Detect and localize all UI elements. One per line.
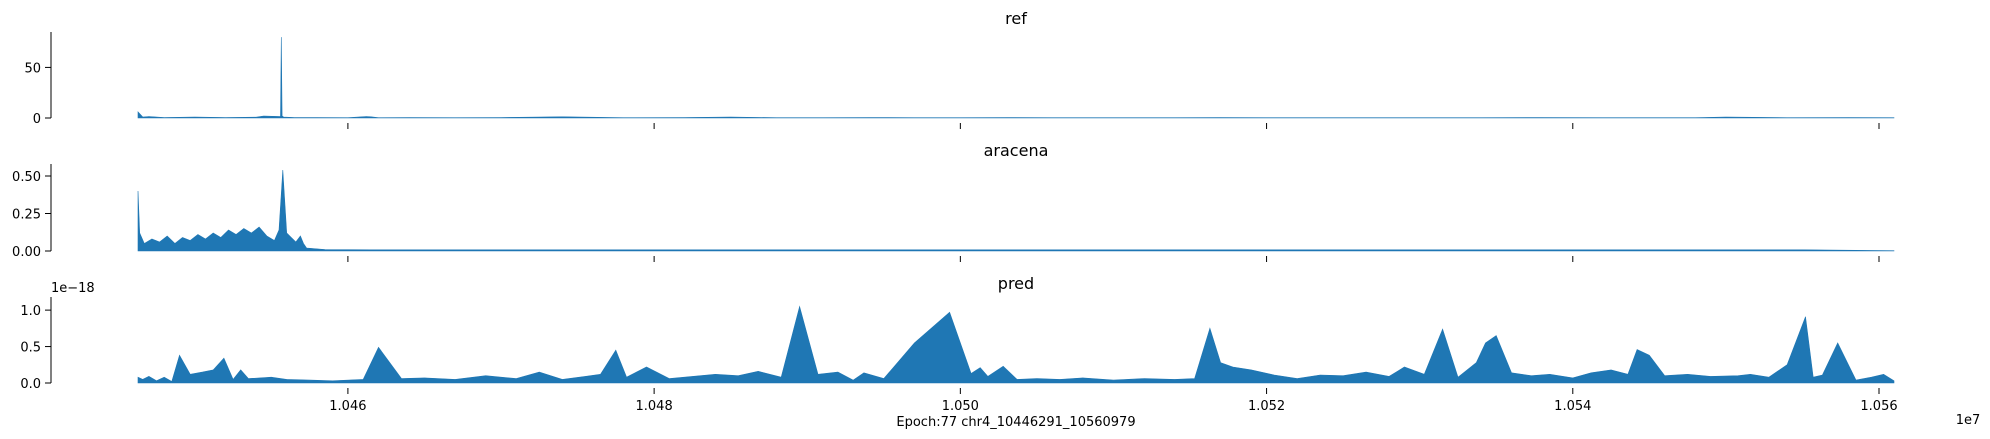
y-tick-label: 0	[33, 112, 41, 127]
x-ticks	[347, 256, 1880, 262]
y-tick-label: 0.5	[20, 341, 41, 356]
y-tick-label: 0.25	[12, 208, 41, 223]
subplot-title: ref	[1005, 9, 1027, 28]
x-ticks	[347, 123, 1880, 129]
x-tick-label: 1.054	[1554, 399, 1591, 414]
y-tick-label: 0.50	[12, 170, 41, 185]
x-tick-label: 1.050	[942, 399, 979, 414]
subplot-ref: ref 0 50	[24, 9, 1895, 129]
x-offset-label: 1e7	[1956, 413, 1981, 428]
series-area	[137, 305, 1895, 384]
area-series-aracena	[137, 169, 1895, 252]
series-area	[137, 37, 1895, 119]
area-series-ref	[137, 37, 1895, 119]
x-tick-label: 1.048	[636, 399, 673, 414]
y-tick-label: 0.00	[12, 245, 41, 260]
subplot-pred: pred 1e−18 0.0 0.5 1.0 1.046 1.048 1.050 1.05…	[20, 274, 1897, 414]
x-tick-label: 1.052	[1248, 399, 1285, 414]
x-axis-label: Epoch:77 chr4_10446291_10560979	[896, 415, 1135, 430]
y-offset-label: 1e−18	[51, 281, 95, 296]
y-tick-label: 1.0	[20, 304, 41, 319]
x-tick-label: 1.046	[329, 399, 366, 414]
series-area	[137, 169, 1895, 252]
y-ticks: 0.0 0.5 1.0	[20, 304, 51, 392]
area-series-pred	[137, 305, 1895, 384]
y-ticks: 0 50	[24, 61, 51, 127]
y-tick-label: 50	[24, 61, 41, 76]
subplot-aracena: aracena 0.00 0.25 0.50	[12, 141, 1895, 262]
y-ticks: 0.00 0.25 0.50	[12, 170, 51, 260]
subplot-title: pred	[998, 274, 1034, 293]
subplot-title: aracena	[984, 141, 1049, 160]
y-tick-label: 0.0	[20, 377, 41, 392]
x-ticks: 1.046 1.048 1.050 1.052 1.054 1.056	[329, 388, 1898, 414]
x-tick-label: 1.056	[1860, 399, 1897, 414]
